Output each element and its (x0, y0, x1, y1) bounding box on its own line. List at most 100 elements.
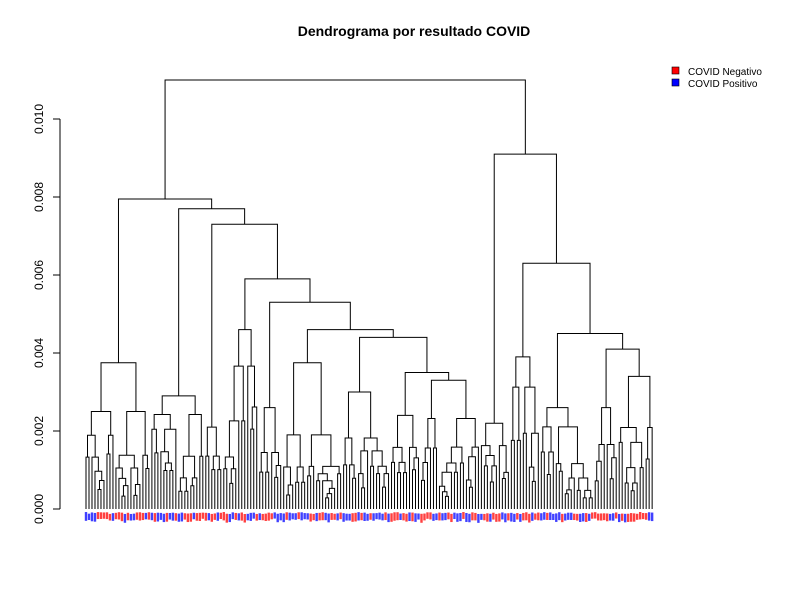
dendrogram-branch (432, 447, 437, 509)
dendrogram-branch (199, 455, 204, 509)
dendrogram-branch (501, 477, 506, 509)
dendrogram-branch (391, 461, 396, 509)
leaf-label-mark (93, 512, 97, 522)
dendrogram-branch (90, 411, 112, 436)
leaf-label-mark (216, 512, 219, 521)
dendrogram-branch (126, 411, 146, 456)
leaf-label-mark (348, 513, 351, 521)
leaf-label-mark (459, 512, 462, 522)
dendrogram-branch (453, 471, 458, 509)
dendrogram-branch (398, 461, 406, 473)
leaf-label-mark (465, 512, 468, 522)
dendrogram-branch (274, 476, 279, 509)
dendrogram-branch (151, 428, 157, 509)
dendrogram-branch (325, 497, 330, 509)
dendrogram-branch (558, 470, 563, 509)
leaf-label-mark (309, 513, 312, 522)
leaf-label-mark (228, 513, 231, 523)
dendrogram-branch (546, 474, 551, 509)
y-tick-label: 0.004 (32, 338, 46, 368)
leaf-label-mark (114, 512, 118, 520)
dendrogram-branch (191, 477, 198, 509)
leaf-label-mark (632, 513, 636, 522)
dendrogram-branch (420, 479, 425, 509)
leaf-label-mark (585, 513, 588, 522)
dendrogram-branch (343, 464, 348, 509)
leaf-label-mark (453, 512, 456, 520)
dendrogram-branch (145, 467, 150, 509)
leaf-label-mark (195, 513, 199, 521)
leaf-label-mark (614, 512, 618, 519)
leaf-label-mark (387, 513, 390, 523)
dendrogram-branch (578, 477, 589, 491)
leaf-label-mark (264, 513, 267, 521)
dendrogram-branch (558, 426, 578, 464)
dendrogram-branch (483, 465, 488, 509)
leaf-label-mark (180, 512, 184, 522)
leaf-label-mark (363, 512, 366, 521)
dendrogram-branch (459, 462, 464, 509)
leaf-label-mark (258, 513, 261, 521)
leaf-label-mark (324, 512, 327, 521)
leaf-label-mark (99, 512, 103, 519)
leaf-label-mark (600, 513, 603, 521)
leaf-label-mark (522, 512, 525, 521)
leaf-label-mark (312, 513, 315, 521)
dendrogram-branch (632, 482, 638, 509)
dendrogram-branch (594, 480, 599, 509)
dendrogram-branch (450, 446, 463, 463)
leaf-label-mark (411, 512, 414, 522)
leaf-label-mark (474, 512, 477, 521)
dendrogram-branch (233, 365, 244, 421)
leaf-label-mark (360, 512, 363, 521)
leaf-label-mark (225, 513, 228, 523)
dendrogram-branch (259, 471, 264, 509)
dendrogram-branch (564, 493, 569, 509)
leaf-label-mark (303, 513, 306, 520)
leaf-label-mark (591, 512, 594, 519)
dendrogram-branch (630, 441, 643, 468)
leaf-label-mark (279, 513, 282, 521)
leaf-label-mark (462, 512, 465, 519)
leaf-label-mark (408, 512, 411, 522)
dendrogram-branch (287, 484, 294, 509)
leaf-label-mark (237, 513, 240, 521)
dendrogram-branch (286, 434, 301, 467)
dendrogram-branch (244, 278, 311, 330)
leaf-label-mark (606, 513, 609, 522)
dendrogram-branch (211, 469, 216, 509)
dendrogram-branch (516, 439, 521, 509)
dendrogram-branch (275, 464, 282, 509)
leaf-label-mark (519, 513, 522, 522)
leaf-label-mark (405, 513, 408, 522)
dendrogram-branch (446, 462, 457, 473)
leaf-label-mark (243, 513, 246, 523)
leaf-label-mark (270, 513, 273, 520)
dendrogram-branch (596, 460, 602, 509)
leaf-label-mark (552, 513, 555, 521)
leaf-label-mark (261, 513, 264, 521)
legend-swatch-positive (671, 78, 680, 87)
dendrogram-branch (542, 426, 552, 453)
leaf-label-mark (165, 512, 169, 522)
dendrogram-branch (489, 481, 494, 509)
dendrogram-branch (133, 494, 138, 509)
leaf-label-mark (153, 513, 157, 522)
dendrogram-branch (531, 480, 536, 509)
leaf-label-mark (399, 513, 402, 520)
leaf-label-mark (306, 513, 309, 520)
dendrogram-branch (217, 469, 222, 509)
dendrogram-branch (154, 452, 159, 509)
dendrogram-branch (344, 437, 353, 465)
dendrogram-branch (230, 468, 237, 509)
leaf-label-mark (414, 513, 417, 522)
dendrogram-branch (161, 395, 196, 415)
dendrogram-branch (609, 478, 614, 509)
dendrogram-branch (190, 485, 195, 509)
leaf-label-mark (477, 513, 480, 523)
dendrogram-branch (515, 356, 531, 388)
leaf-label-mark (327, 513, 330, 523)
dendrogram-branch (358, 473, 364, 509)
leaf-label-mark (141, 512, 145, 521)
